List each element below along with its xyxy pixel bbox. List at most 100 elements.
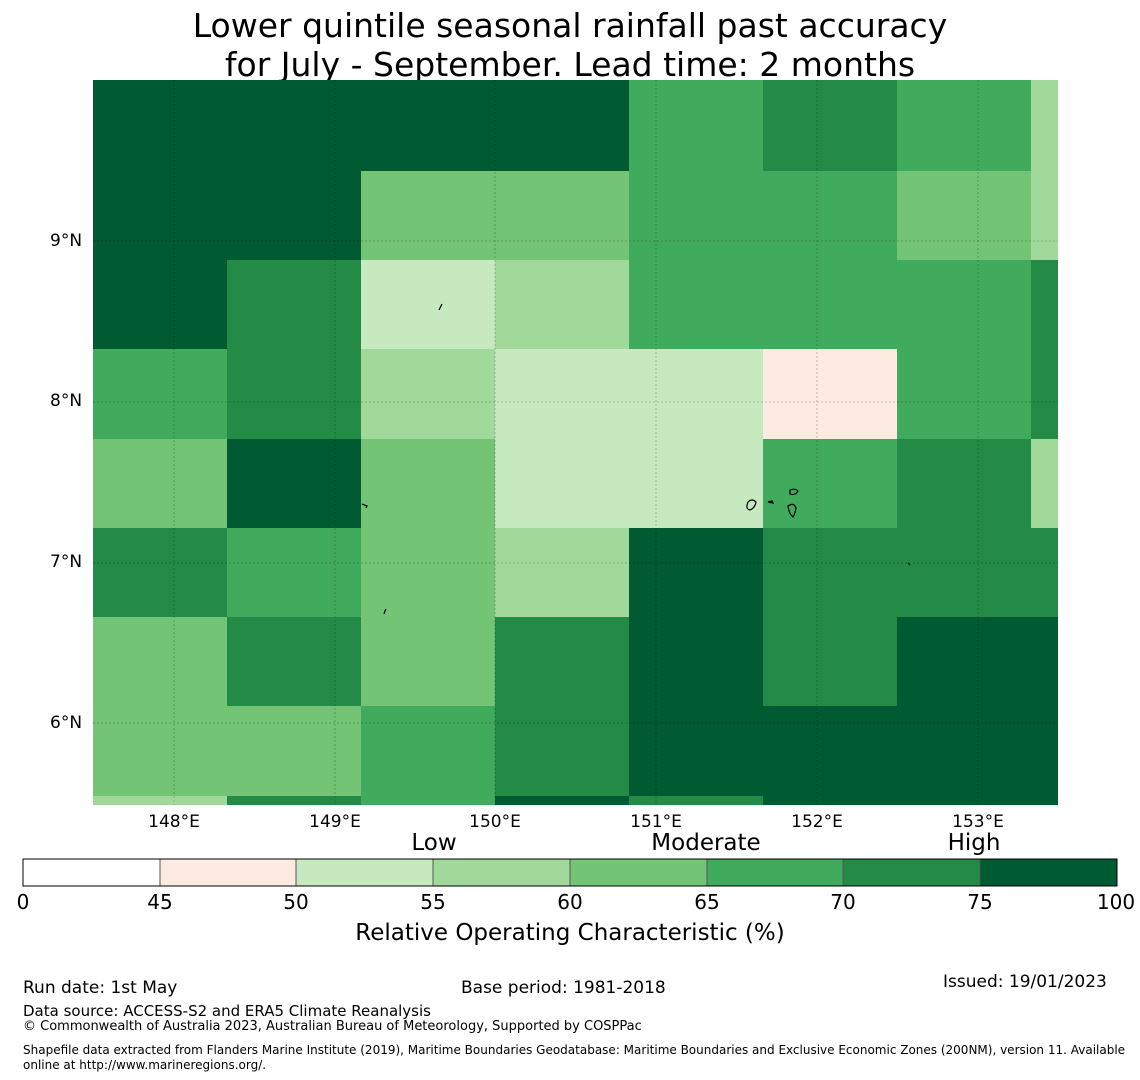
map-grid-cell	[227, 260, 361, 349]
map-grid-cell	[763, 528, 897, 617]
map-grid-cell	[763, 349, 897, 439]
map-grid-cell	[1031, 796, 1058, 805]
map-grid-cell	[227, 528, 361, 617]
map-grid-cell	[629, 617, 763, 706]
colorbar-tick: 100	[1096, 890, 1136, 914]
map-grid-cell	[897, 528, 1031, 617]
map-grid-cell	[227, 706, 361, 796]
island-outline	[767, 500, 775, 504]
map-grid-cell	[897, 617, 1031, 706]
data-source: Data source: ACCESS-S2 and ERA5 Climate …	[23, 1002, 431, 1020]
map-grid-cell	[227, 80, 361, 171]
map-grid-cell	[629, 796, 763, 805]
map-grid-cell	[629, 439, 763, 528]
lon-label-149e: 149°E	[309, 812, 361, 832]
map-grid-cell	[93, 171, 227, 260]
map-grid-cell	[361, 349, 495, 439]
map-grid-cell	[1031, 528, 1058, 617]
lon-label-152e: 152°E	[791, 812, 843, 832]
map-grid-cell	[93, 617, 227, 706]
map-title-line-2: for July - September. Lead time: 2 month…	[224, 45, 916, 84]
map-grid-cell	[93, 260, 227, 349]
colorbar-tick: 65	[694, 890, 720, 914]
lon-label-150e: 150°E	[469, 812, 521, 832]
map-grid-cell	[897, 349, 1031, 439]
map-grid-cell	[629, 706, 763, 796]
map-grid-cell	[495, 796, 629, 805]
map-grid-cell	[1031, 80, 1058, 171]
rainfall-accuracy-map	[93, 80, 1058, 805]
map-grid-cell	[629, 80, 763, 171]
island-outline	[383, 608, 387, 615]
map-grid-cell	[897, 80, 1031, 171]
colorbar-segment	[295, 858, 434, 887]
colorbar-segment	[159, 858, 297, 887]
map-grid-cell	[763, 80, 897, 171]
map-grid-cell	[361, 706, 495, 796]
colorbar-tick: 0	[16, 890, 30, 914]
island-outlines	[361, 303, 911, 615]
map-grid-cell	[227, 617, 361, 706]
colorbar-tick: 45	[147, 890, 173, 914]
map-grid-cell	[629, 260, 763, 349]
colorbar-axis-label: Relative Operating Characteristic (%)	[355, 920, 785, 946]
map-grid-cell	[763, 706, 897, 796]
lat-label-7n: 7°N	[50, 552, 83, 572]
map-grid-cell	[897, 171, 1031, 260]
island-outline	[787, 503, 797, 518]
map-grid-cell	[763, 796, 897, 805]
colorbar-outline	[22, 858, 1118, 887]
colorbar-tick: 60	[557, 890, 583, 914]
issued-date: Issued: 19/01/2023	[943, 972, 1107, 992]
island-outline	[361, 503, 368, 509]
copyright: © Commonwealth of Australia 2023, Austra…	[23, 1019, 642, 1034]
map-grid-cell	[495, 528, 629, 617]
lat-label-9n: 9°N	[50, 231, 83, 251]
colorbar-segment	[706, 858, 844, 887]
map-grid-cell	[495, 706, 629, 796]
map-grid-cell	[495, 171, 629, 260]
map-grid-cell	[93, 80, 227, 171]
map-grid-cell	[1031, 349, 1058, 439]
map-grid-cell	[763, 617, 897, 706]
map-grid-cell	[227, 171, 361, 260]
lon-label-151e: 151°E	[630, 812, 682, 832]
lat-label-8n: 8°N	[50, 391, 83, 411]
map-grid-cell	[1031, 260, 1058, 349]
map-grid-cell	[93, 439, 227, 528]
run-date: Run date: 1st May	[23, 978, 178, 998]
colorbar-tick: 50	[283, 890, 309, 914]
map-grid-cell	[629, 349, 763, 439]
map-grid-cell	[897, 439, 1031, 528]
map-grid-cell	[629, 528, 763, 617]
category-label-high: High	[947, 830, 1001, 856]
colorbar-tick: 55	[420, 890, 446, 914]
map-grid-cell	[361, 171, 495, 260]
colorbar-tick: 75	[967, 890, 993, 914]
island-outline	[789, 488, 799, 496]
lon-label-148e: 148°E	[148, 812, 200, 832]
shapefile-credit: Shapefile data extracted from Flanders M…	[23, 1043, 1126, 1072]
map-grid-cell	[93, 706, 227, 796]
colorbar	[22, 858, 1118, 887]
base-period: Base period: 1981-2018	[461, 978, 666, 998]
colorbar-segment	[569, 858, 708, 887]
map-grid-cell	[1031, 171, 1058, 260]
colorbar-segment	[979, 858, 1118, 887]
colorbar-tick: 70	[830, 890, 856, 914]
category-label-low: Low	[411, 830, 457, 856]
map-grid-cell	[897, 706, 1031, 796]
map-grid-cell	[361, 796, 495, 805]
map-grid-cell	[227, 349, 361, 439]
map-grid-cell	[227, 796, 361, 805]
lat-label-6n: 6°N	[50, 713, 83, 733]
colorbar-segment	[432, 858, 571, 887]
map-grid-cell	[361, 260, 495, 349]
map-grid-cell	[361, 617, 495, 706]
map-grid-cell	[227, 439, 361, 528]
category-label-moderate: Moderate	[651, 830, 761, 856]
colorbar-segment	[22, 858, 161, 887]
island-outline	[907, 562, 911, 566]
map-grid-cell	[361, 528, 495, 617]
colorbar-segments	[22, 858, 1118, 887]
